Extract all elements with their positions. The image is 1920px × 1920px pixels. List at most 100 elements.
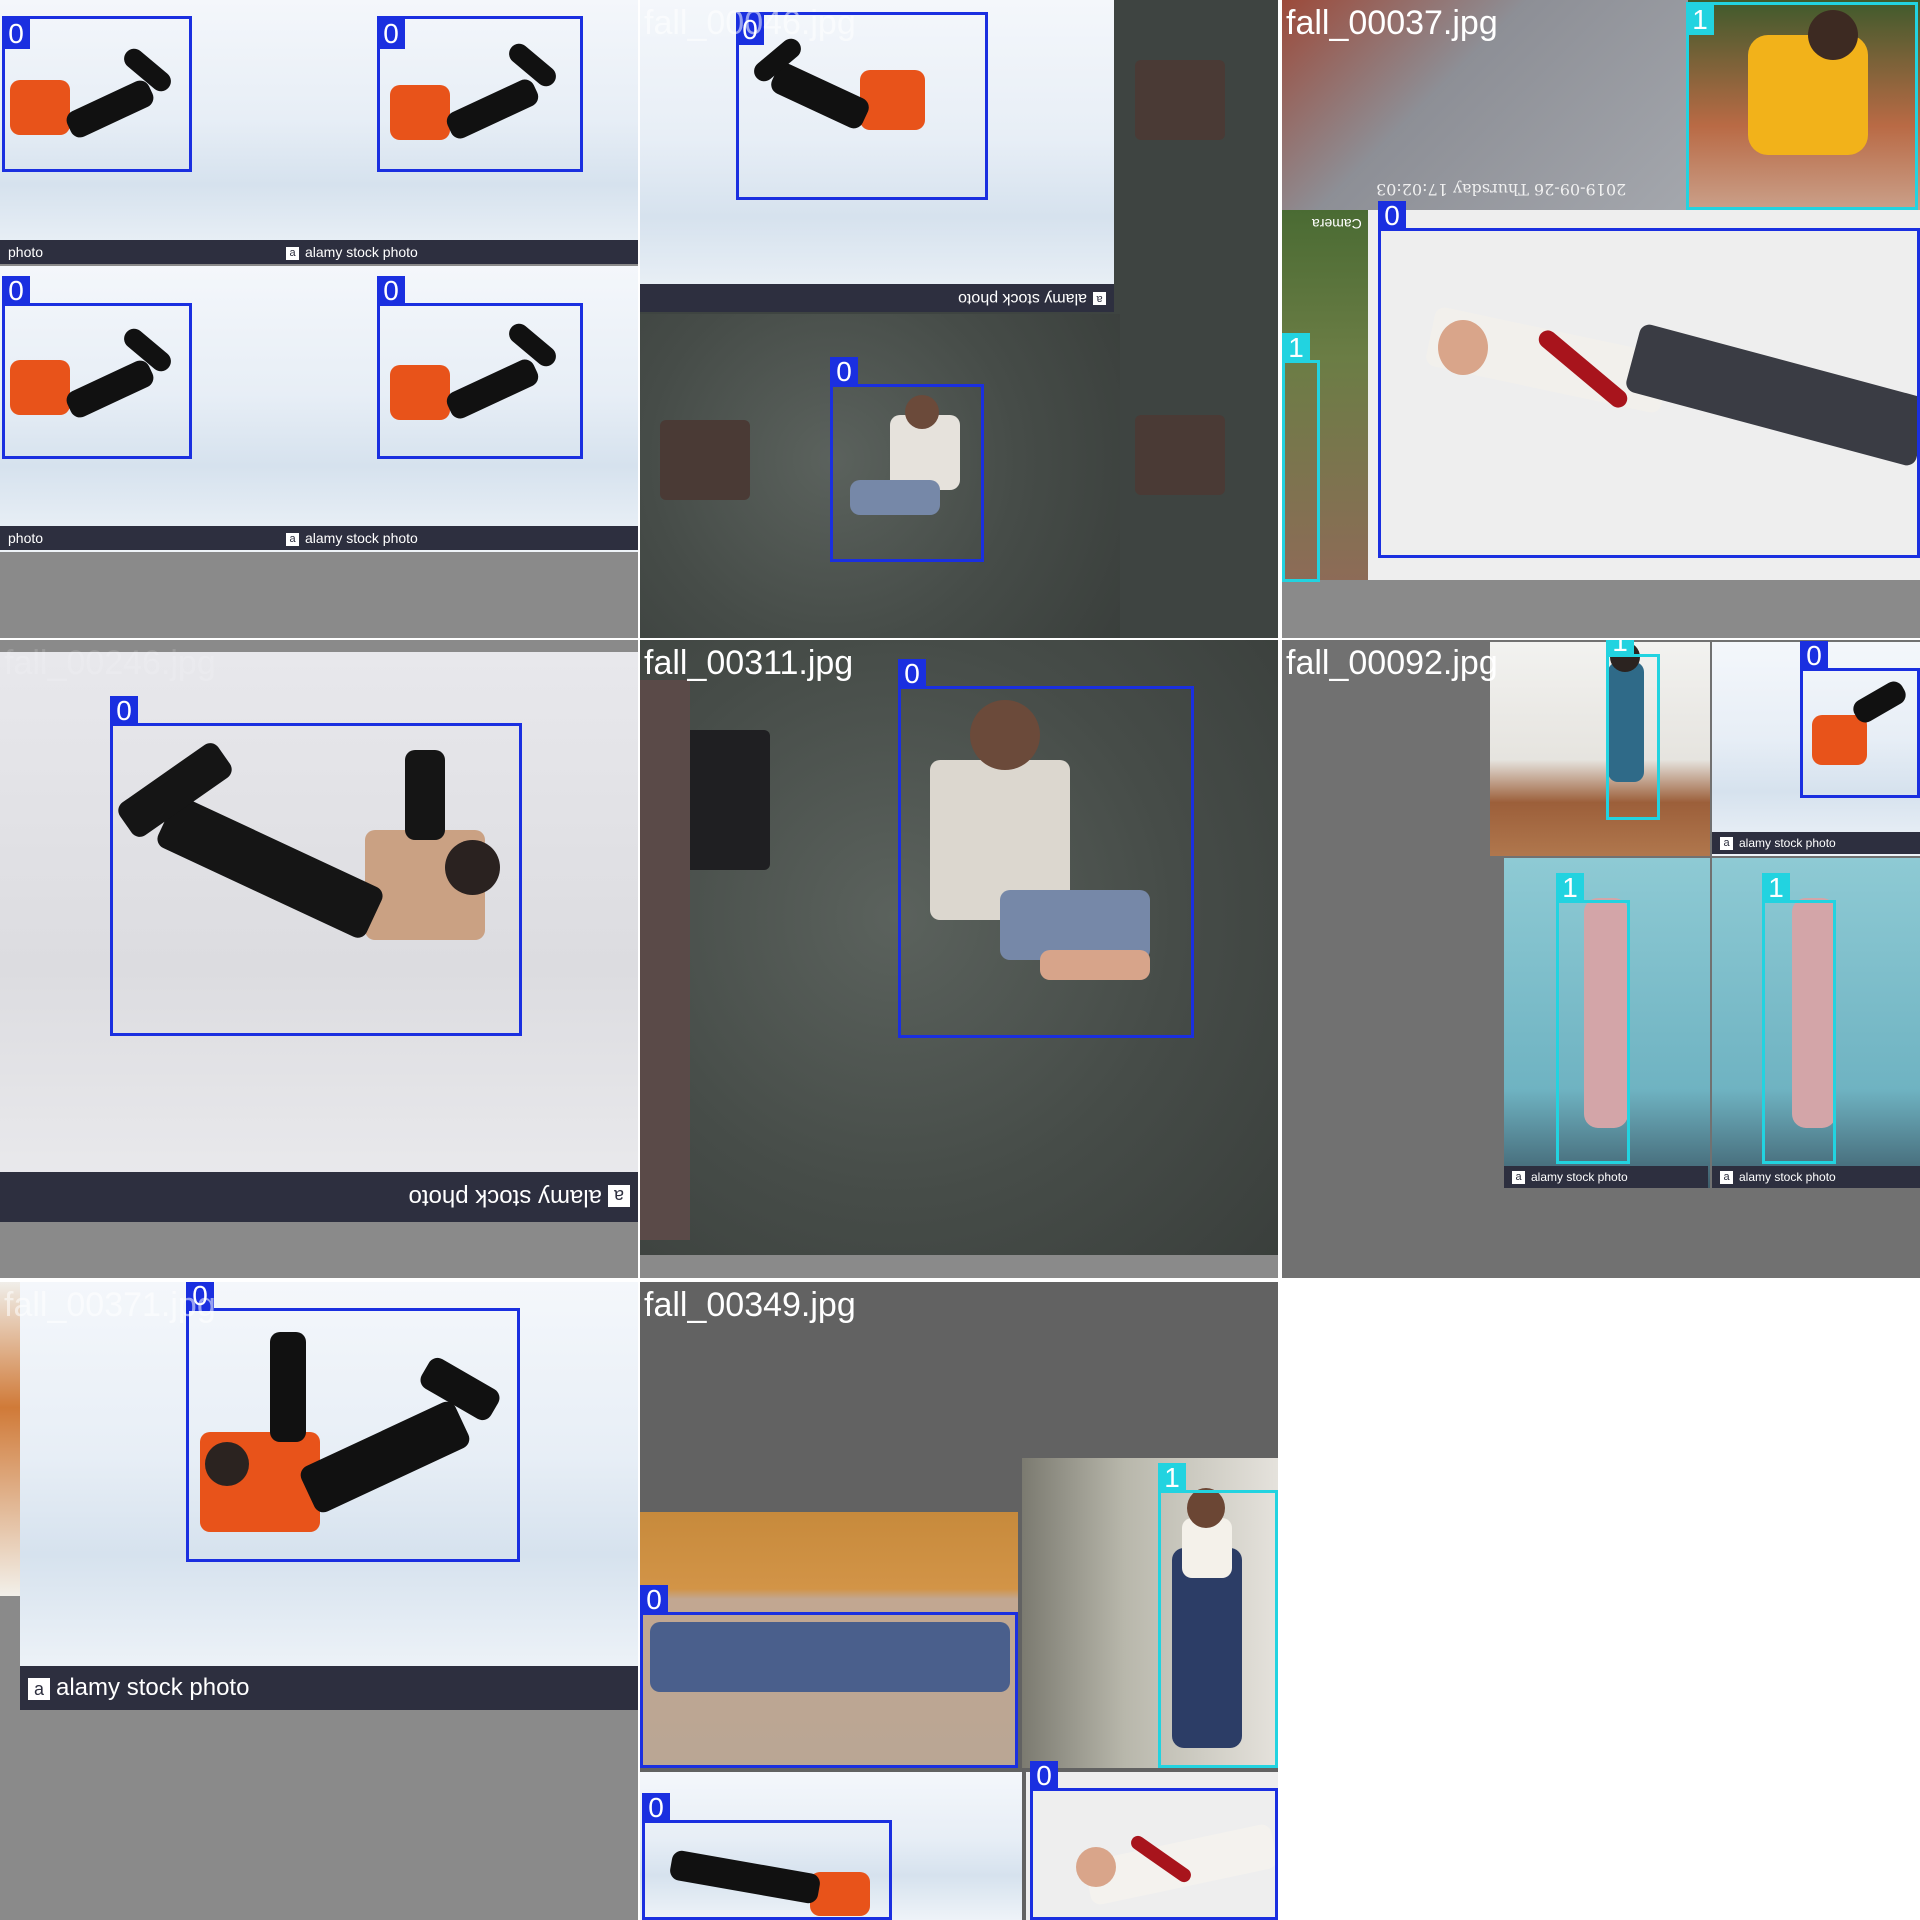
detection-box: 1 — [1158, 1463, 1278, 1768]
empty-mosaic-cell — [1282, 1282, 1920, 1920]
detection-box: 0 — [110, 696, 522, 1036]
desk-cabinet — [640, 680, 690, 1240]
banner-text: alamy stock photo — [1531, 1170, 1628, 1184]
class-label: 0 — [736, 15, 764, 45]
watermark-banner: a alamy stock photo — [1712, 1166, 1920, 1188]
detection-box: 0 — [898, 659, 1194, 1038]
detection-box: 0 — [736, 12, 988, 200]
image-filename: fall_00037.jpg — [1286, 4, 1498, 42]
chair — [1135, 60, 1225, 140]
class-label: 1 — [1556, 873, 1584, 903]
class-label: 0 — [640, 1585, 668, 1615]
image-filename: fall_00349.jpg — [644, 1286, 856, 1324]
alamy-logo-icon: a — [1512, 1171, 1525, 1185]
alamy-logo-icon: a — [286, 532, 299, 546]
sub-image-snow — [640, 0, 1114, 310]
alamy-logo-icon: a — [608, 1185, 630, 1208]
detection-box: 0 — [2, 16, 192, 172]
detection-box: 1 — [1762, 873, 1836, 1164]
falling-person-figure — [1802, 670, 1912, 780]
class-label: 0 — [2, 276, 30, 306]
falling-person-figure — [385, 39, 565, 160]
detection-box: 0 — [2, 276, 192, 459]
class-label: 0 — [1030, 1761, 1058, 1791]
detection-box: 1 — [1556, 873, 1630, 1164]
sub-image-doorstep-camera — [1282, 0, 1688, 210]
class-label: 1 — [1606, 640, 1634, 657]
mosaic-tile-7: a alamy stock photo 0 fall_00371.jpg — [0, 1282, 638, 1920]
sub-image-woman-dress — [1712, 858, 1920, 1188]
watermark-banner: photo a alamy stock photo — [0, 526, 638, 550]
watermark-banner: a alamy stock photo — [1712, 832, 1920, 854]
alamy-logo-icon: a — [286, 246, 299, 260]
sub-image-woman-dress — [1504, 858, 1710, 1188]
class-label: 0 — [186, 1282, 214, 1311]
banner-text: alamy stock photo — [56, 1674, 250, 1701]
watermark-banner: a alamy stock photo — [1504, 1166, 1708, 1188]
class-label: 1 — [1158, 1463, 1186, 1493]
class-label: 1 — [1686, 5, 1714, 35]
class-label: 0 — [377, 276, 405, 306]
image-filename: fall_00371.jpg — [4, 1286, 216, 1324]
mosaic-tile-4: a alamy stock photo 0 fall_00246.jpg — [0, 640, 638, 1278]
image-filename: fall_00092.jpg — [1286, 644, 1498, 682]
sub-image-man-on-floor — [640, 1512, 1018, 1768]
sub-image-falling-man — [1368, 210, 1920, 580]
detection-box: 1 — [1282, 333, 1320, 582]
seated-person-figure — [845, 395, 970, 545]
class-label: 0 — [1378, 201, 1406, 231]
banner-text: alamy stock photo — [408, 1184, 602, 1211]
class-label: 0 — [642, 1793, 670, 1823]
sub-image-kitchen — [1490, 642, 1710, 856]
image-filename: fall_00046.jpg — [644, 4, 856, 42]
class-label: 0 — [110, 696, 138, 726]
falling-person-figure — [10, 320, 180, 440]
detection-box: 0 — [377, 16, 583, 172]
mosaic-tile-1: photo a alamy stock photo photo a alamy st… — [0, 0, 638, 638]
class-label: 0 — [2, 19, 30, 49]
detection-box: 0 — [1030, 1761, 1278, 1920]
banner-text-left: photo — [8, 530, 44, 546]
mosaic-tile-8: 0 1 0 0 fall_00349.jpg — [640, 1282, 1278, 1920]
banner-text: alamy stock photo — [1739, 1170, 1836, 1184]
sub-image-falling-man — [1026, 1772, 1278, 1920]
banner-text: alamy stock photo — [1739, 836, 1836, 850]
chair — [1135, 415, 1225, 495]
detection-box: 1 — [1686, 2, 1918, 210]
detection-box: 0 — [640, 1585, 1018, 1768]
falling-person-figure — [190, 1322, 510, 1552]
detection-box: 0 — [1378, 201, 1920, 558]
falling-person-figure — [114, 730, 515, 990]
detection-box: 0 — [186, 1282, 520, 1562]
image-filename: fall_00311.jpg — [644, 644, 854, 682]
detection-box: 0 — [377, 276, 583, 459]
class-label: 1 — [1762, 873, 1790, 903]
image-filename: fall_00246.jpg — [4, 644, 216, 682]
falling-person-figure — [385, 319, 565, 440]
alamy-logo-icon: a — [28, 1677, 50, 1700]
detection-box: 1 — [1606, 640, 1660, 820]
camera-timestamp: 2019-09-26 Thursday 17:02:03 — [1376, 180, 1627, 199]
alamy-logo-icon: a — [1720, 1171, 1733, 1185]
class-label: 0 — [1800, 641, 1828, 671]
watermark-banner: a alamy stock photo — [0, 1172, 638, 1222]
class-label: 0 — [830, 357, 858, 387]
alamy-logo-icon: a — [1093, 291, 1106, 305]
banner-text: alamy stock photo — [958, 290, 1087, 307]
detection-box: 0 — [642, 1793, 892, 1920]
sub-image-child — [1688, 0, 1920, 210]
camera-label: Camera — [1312, 216, 1362, 232]
banner-text-left: photo — [8, 244, 44, 260]
class-label: 0 — [377, 19, 405, 49]
mosaic-tile-3: 2019-09-26 Thursday 17:02:03 Camera 1 0 … — [1282, 0, 1920, 638]
mosaic-tile-5: 0 fall_00311.jpg — [640, 640, 1278, 1278]
sub-image-woman-window — [1022, 1458, 1278, 1768]
class-label: 1 — [1282, 333, 1310, 363]
watermark-banner: a alamy stock photo — [640, 284, 1114, 312]
watermark-banner: a alamy stock photo — [20, 1666, 638, 1710]
watermark-banner: photo a alamy stock photo — [0, 240, 638, 264]
falling-person-figure — [10, 40, 180, 160]
detection-box: 0 — [830, 357, 984, 562]
falling-person-figure — [740, 30, 960, 170]
